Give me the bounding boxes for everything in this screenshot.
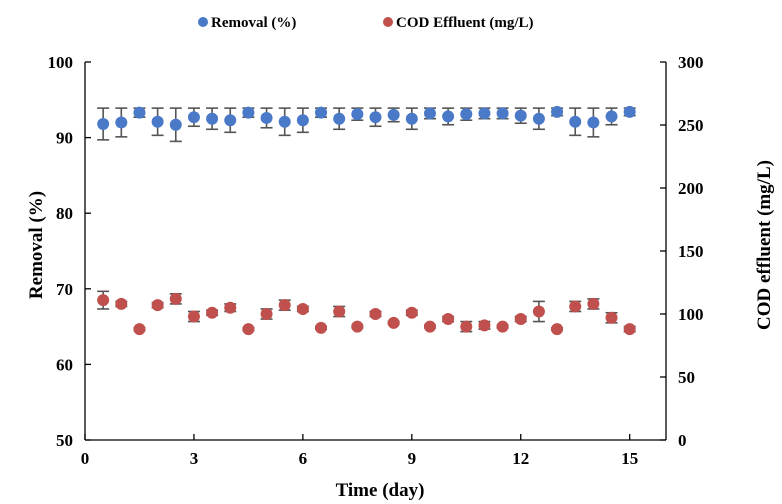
legend-label-cod: COD Effluent (mg/L) [396, 15, 534, 31]
point-cod [623, 323, 636, 336]
point-cod [133, 323, 146, 336]
x-tick-label: 15 [621, 449, 638, 468]
point-removal [442, 110, 455, 123]
y-right-tick-label: 50 [678, 368, 695, 387]
point-removal [187, 111, 200, 124]
point-cod [442, 313, 455, 326]
legend: Removal (%) COD Effluent (mg/L) [198, 15, 534, 31]
point-removal [496, 107, 509, 120]
point-removal [296, 114, 309, 127]
point-removal [260, 111, 273, 124]
point-cod [169, 292, 182, 305]
legend-marker-removal [198, 17, 208, 27]
y-left-tick-label: 90 [56, 129, 73, 148]
point-removal [623, 105, 636, 118]
point-removal [97, 117, 110, 130]
point-removal [151, 115, 164, 128]
y-left-tick-label: 100 [48, 53, 74, 72]
legend-label-removal: Removal (%) [211, 15, 296, 31]
point-removal [224, 114, 237, 127]
point-cod [423, 320, 436, 333]
y-right-tick-label: 250 [678, 116, 704, 135]
point-cod [260, 308, 273, 320]
point-cod [296, 302, 309, 315]
point-cod [478, 319, 491, 332]
x-axis-label: Time (day) [336, 480, 425, 501]
y-left-tick-label: 80 [56, 204, 73, 223]
point-cod [460, 320, 473, 333]
point-removal [423, 107, 436, 120]
x-tick-label: 0 [81, 449, 90, 468]
point-cod [278, 299, 291, 312]
y-right-tick-label: 0 [678, 431, 687, 450]
point-removal [115, 116, 128, 129]
point-removal [532, 112, 545, 125]
point-removal [242, 106, 255, 119]
point-cod [115, 297, 128, 310]
point-cod [333, 305, 346, 318]
axes [84, 61, 667, 441]
point-removal [569, 115, 582, 128]
point-removal [478, 107, 491, 120]
point-cod [97, 294, 110, 307]
legend-marker-cod [383, 17, 393, 27]
x-tick-label: 3 [190, 449, 199, 468]
point-removal [206, 112, 219, 125]
point-cod [224, 301, 237, 314]
tick-labels: 0 3 6 9 12 15 50 60 70 80 90 100 0 50 100 150 200 250 300 [48, 53, 704, 468]
y-left-tick-label: 70 [56, 280, 73, 299]
point-removal [169, 118, 182, 131]
point-removal [133, 106, 146, 119]
point-removal [315, 106, 328, 119]
y-right-tick-label: 150 [678, 242, 704, 261]
point-removal [333, 112, 346, 125]
point-cod [532, 305, 545, 318]
y-right-tick-label: 200 [678, 179, 704, 198]
y-right-tick-label: 300 [678, 53, 704, 72]
point-cod [315, 321, 328, 334]
y-axis-right-label: COD effluent (mg/L) [754, 160, 775, 330]
x-tick-label: 12 [512, 449, 529, 468]
point-cod [514, 313, 527, 326]
x-tick-label: 6 [299, 449, 308, 468]
y-left-tick-label: 50 [56, 431, 73, 450]
point-cod [351, 320, 364, 333]
point-removal [460, 108, 473, 121]
point-removal [369, 111, 382, 124]
point-cod [569, 300, 582, 313]
point-cod [551, 323, 564, 336]
y-left-tick-label: 60 [56, 355, 73, 374]
point-removal [587, 116, 600, 129]
x-tick-label: 9 [408, 449, 417, 468]
point-removal [278, 115, 291, 128]
point-removal [551, 105, 564, 118]
point-cod [387, 316, 400, 329]
point-cod [151, 299, 164, 312]
point-cod [242, 323, 255, 336]
point-removal [405, 112, 418, 125]
point-cod [187, 310, 200, 323]
point-removal [351, 108, 364, 121]
y-axis-left-label: Removal (%) [26, 191, 47, 299]
y-right-tick-label: 100 [678, 305, 704, 324]
point-cod [369, 308, 382, 320]
point-cod [405, 306, 418, 319]
point-removal [605, 110, 618, 123]
point-cod [206, 306, 219, 319]
point-removal [514, 109, 527, 122]
point-cod [496, 320, 509, 333]
point-removal [387, 108, 400, 121]
point-cod [587, 297, 600, 310]
data-points [97, 105, 636, 336]
point-cod [605, 311, 618, 324]
